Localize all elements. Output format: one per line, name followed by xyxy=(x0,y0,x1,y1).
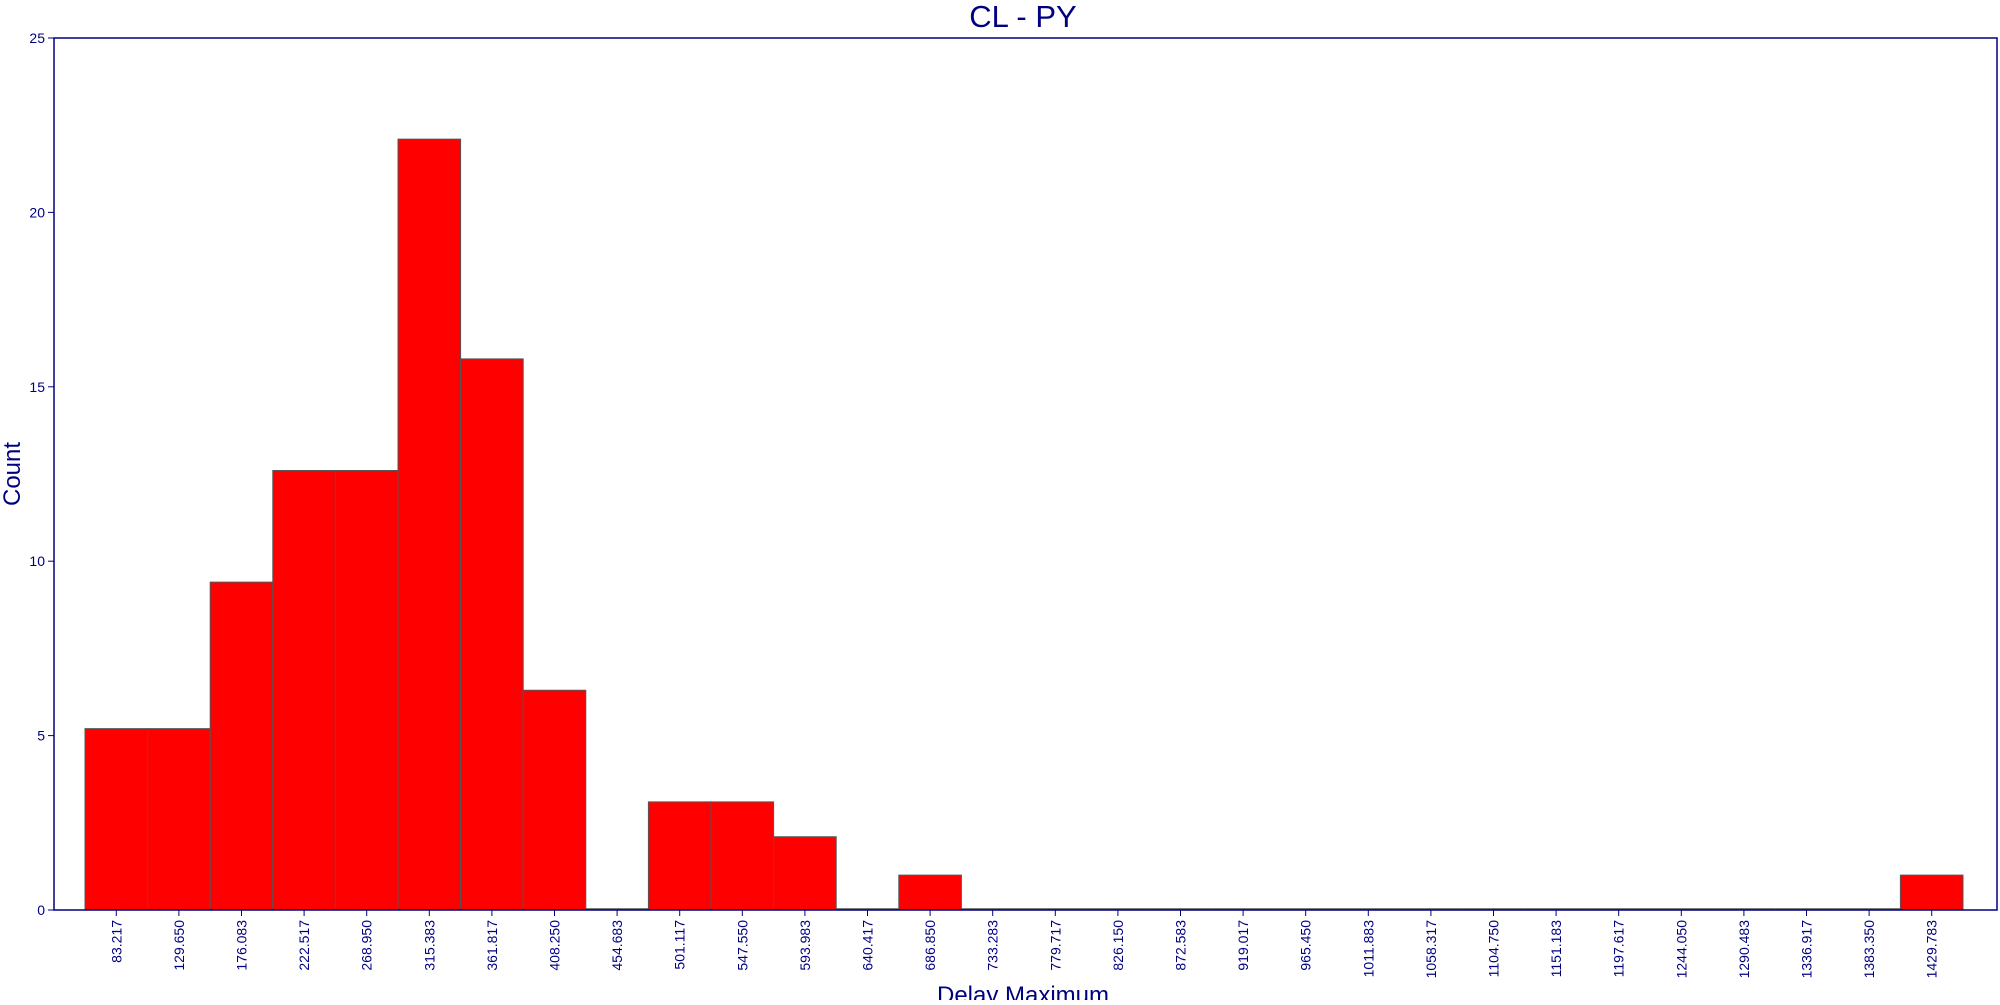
x-tick-label: 640.417 xyxy=(860,920,876,971)
x-tick-label: 501.117 xyxy=(672,920,688,970)
x-tick-label: 547.550 xyxy=(734,920,750,971)
histogram-bar xyxy=(272,470,336,911)
x-tick-label: 1011.883 xyxy=(1360,920,1376,978)
x-tick-label: 965.450 xyxy=(1298,920,1314,971)
x-axis: 83.217 129.650 176.083 222.517 268.950 315.38… xyxy=(108,910,1940,979)
histogram-bar xyxy=(147,728,211,911)
x-tick-label: 83.217 xyxy=(108,920,124,963)
y-axis: 0 5 10 15 20 25 xyxy=(29,30,54,918)
x-tick-label: 1058.317 xyxy=(1423,920,1439,979)
chart-title: CL - PY xyxy=(969,0,1076,34)
x-tick-label: 1104.750 xyxy=(1486,920,1502,978)
x-tick-label: 268.950 xyxy=(359,920,375,971)
histogram-bar xyxy=(209,581,274,911)
y-axis-label: Count xyxy=(0,442,26,506)
histogram-bar xyxy=(397,138,462,911)
y-tick-label: 15 xyxy=(29,379,45,395)
histogram-bar xyxy=(84,728,149,911)
x-axis-label: Delay Maximum xyxy=(937,982,1109,1000)
bars-layer xyxy=(84,138,1964,911)
x-tick-label: 454.683 xyxy=(609,920,625,971)
plot-frame xyxy=(53,37,1998,911)
x-tick-label: 315.383 xyxy=(421,920,437,971)
x-tick-label: 1383.350 xyxy=(1861,920,1877,979)
histogram-bar xyxy=(334,470,399,911)
y-tick-label: 0 xyxy=(37,902,45,918)
histogram-bar xyxy=(710,801,775,911)
x-tick-label: 686.850 xyxy=(922,920,938,971)
x-tick-label: 1244.050 xyxy=(1673,920,1689,979)
histogram-bar xyxy=(773,836,837,911)
x-tick-label: 1290.483 xyxy=(1736,920,1752,979)
x-tick-label: 129.650 xyxy=(171,920,187,971)
x-tick-label: 176.083 xyxy=(234,920,250,971)
x-tick-label: 1197.617 xyxy=(1611,920,1627,978)
x-tick-label: 593.983 xyxy=(797,920,813,971)
x-tick-label: 733.283 xyxy=(985,920,1001,971)
y-tick-label: 10 xyxy=(29,553,45,569)
x-tick-label: 826.150 xyxy=(1110,920,1126,971)
x-tick-label: 1151.183 xyxy=(1548,920,1564,978)
x-tick-label: 779.717 xyxy=(1047,920,1063,971)
x-tick-label: 408.250 xyxy=(547,920,563,971)
histogram-bar xyxy=(1899,874,1964,911)
y-tick-label: 5 xyxy=(37,728,45,744)
x-tick-label: 919.017 xyxy=(1235,920,1251,971)
histogram-bar xyxy=(647,801,712,911)
histogram-bar xyxy=(898,874,962,911)
x-tick-label: 1336.917 xyxy=(1799,920,1815,979)
x-tick-label: 872.583 xyxy=(1173,920,1189,971)
x-tick-label: 361.817 xyxy=(484,920,500,971)
x-tick-label: 1429.783 xyxy=(1924,920,1940,979)
y-tick-label: 20 xyxy=(29,204,45,220)
y-tick-label: 25 xyxy=(29,30,45,46)
histogram-bar xyxy=(460,358,524,911)
x-tick-label: 222.517 xyxy=(296,920,312,971)
histogram-bar xyxy=(522,689,587,911)
